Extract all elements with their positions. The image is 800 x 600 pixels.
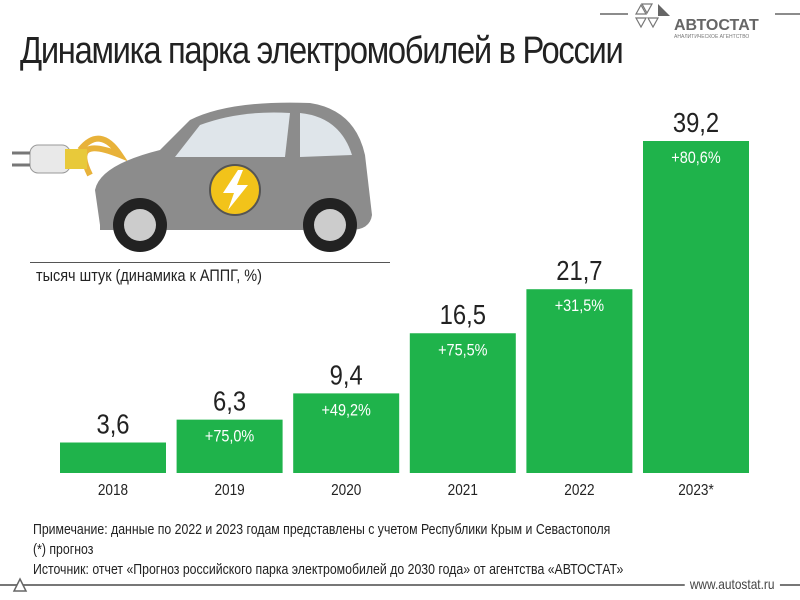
logo-tagline: АНАЛИТИЧЕСКОЕ АГЕНТСТВО	[674, 34, 749, 40]
value-label: 39,2	[673, 106, 719, 138]
footer-url[interactable]: www.autostat.ru	[685, 576, 780, 592]
electric-car-illustration	[12, 102, 372, 252]
value-label: 21,7	[556, 254, 602, 286]
autostat-logo: АВТОСТАТ АНАЛИТИЧЕСКОЕ АГЕНТСТВО	[600, 3, 800, 40]
x-tick-label: 2023*	[678, 482, 714, 499]
bar-2023*	[643, 141, 749, 473]
logo-name: АВТОСТАТ	[674, 17, 759, 34]
growth-label: +49,2%	[322, 401, 371, 419]
value-label: 9,4	[330, 359, 363, 391]
triangle-icon	[12, 577, 28, 592]
note-forecast: (*) прогноз	[33, 541, 94, 558]
growth-label: +80,6%	[671, 149, 720, 167]
x-tick-label: 2020	[331, 482, 361, 499]
bar-2020	[293, 393, 400, 473]
bar-2019	[176, 419, 283, 473]
bar-2021	[409, 333, 516, 473]
unit-label: тысяч штук (динамика к АППГ, %)	[36, 266, 262, 285]
page-title: Динамика парка электромобилей в России	[20, 30, 624, 72]
value-label: 3,6	[96, 408, 129, 440]
x-tick-label: 2021	[448, 482, 478, 499]
notes: Примечание: данные по 2022 и 2023 годам …	[33, 520, 623, 580]
value-label: 6,3	[213, 385, 246, 417]
bar-chart: 3,6 2018 6,3 +75,0% 2019 9,4 +49,2% 2020 16,5 +75…	[60, 106, 749, 499]
bar-2018	[60, 442, 166, 473]
x-tick-label: 2019	[214, 482, 244, 499]
x-tick-label: 2022	[564, 482, 594, 499]
growth-label: +75,0%	[205, 428, 254, 446]
note-remark: Примечание: данные по 2022 и 2023 годам …	[33, 521, 611, 538]
growth-label: +75,5%	[438, 341, 487, 359]
footer-divider	[0, 584, 800, 586]
growth-label: +31,5%	[555, 297, 604, 315]
note-source: Источник: отчет «Прогноз российского пар…	[33, 561, 624, 578]
x-tick-label: 2018	[98, 482, 128, 499]
bar-2022	[526, 289, 633, 473]
value-label: 16,5	[440, 298, 486, 330]
unit-divider	[30, 262, 390, 263]
